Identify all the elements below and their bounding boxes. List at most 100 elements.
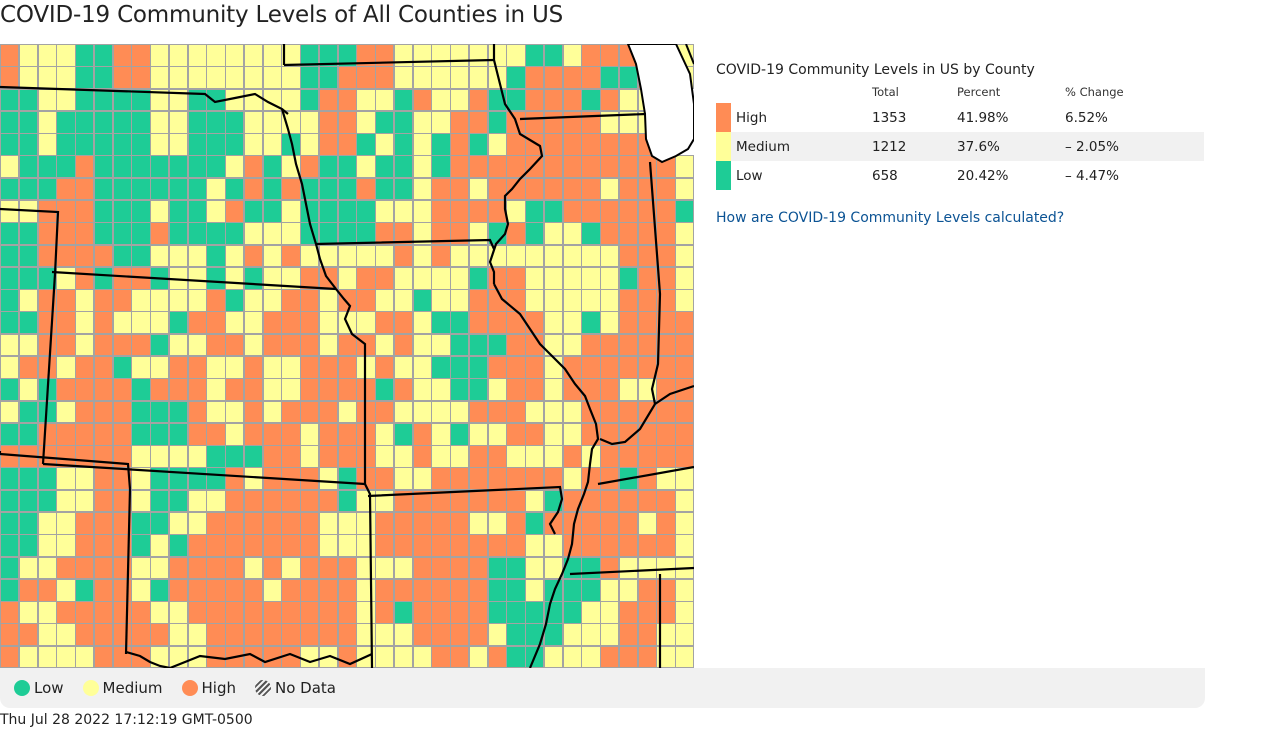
county-cell[interactable] [675,333,694,357]
county-cell[interactable] [131,177,151,201]
county-cell[interactable] [225,489,245,513]
county-cell[interactable] [37,578,57,602]
county-cell[interactable] [412,177,432,201]
county-cell[interactable] [187,333,207,357]
county-cell[interactable] [600,177,620,201]
county-cell[interactable] [300,645,320,668]
county-cell[interactable] [581,645,601,668]
county-cell[interactable] [468,110,489,134]
county-cell[interactable] [243,177,264,201]
county-cell[interactable] [450,177,470,201]
county-cell[interactable] [675,645,694,668]
county-cell[interactable] [600,578,620,602]
county-cell[interactable] [243,110,264,134]
county-cell[interactable] [131,333,151,357]
county-cell[interactable] [93,333,114,357]
county-cell[interactable] [0,333,20,357]
county-cell[interactable] [525,110,545,134]
county-cell[interactable] [300,578,320,602]
county-cell[interactable] [375,422,395,446]
county-cell[interactable] [412,266,432,290]
county-cell[interactable] [56,422,76,446]
county-cell[interactable] [450,266,470,290]
county-cell[interactable] [187,177,207,201]
county-cell[interactable] [487,333,507,357]
county-cell[interactable] [318,578,339,602]
county-cell[interactable] [206,578,226,602]
county-cell[interactable] [431,578,451,602]
county-cell[interactable] [318,177,339,201]
county-cell[interactable] [281,422,301,446]
county-cell[interactable] [56,489,76,513]
county-cell[interactable] [543,177,564,201]
county-cell[interactable] [150,422,170,446]
county-cell[interactable] [450,645,470,668]
county-cell[interactable] [375,578,395,602]
county-cell[interactable] [300,489,320,513]
county-cell[interactable] [262,422,282,446]
county-cell[interactable] [393,110,414,134]
county-cell[interactable] [93,177,114,201]
county-cell[interactable] [450,578,470,602]
county-cell[interactable] [656,645,676,668]
county-cell[interactable] [300,333,320,357]
county-cell[interactable] [206,333,226,357]
county-cell[interactable] [225,333,245,357]
county-cell[interactable] [356,177,376,201]
county-cell[interactable] [450,110,470,134]
county-cell[interactable] [56,333,76,357]
county-cell[interactable] [168,489,189,513]
county-cell[interactable] [37,110,57,134]
county-cell[interactable] [112,422,132,446]
county-cell[interactable] [75,645,95,668]
county-cell[interactable] [112,266,132,290]
county-cell[interactable] [150,333,170,357]
county-cell[interactable] [375,333,395,357]
county-cell[interactable] [243,489,264,513]
county-cell[interactable] [506,645,526,668]
county-cell[interactable] [262,489,282,513]
county-cell[interactable] [412,645,432,668]
county-cell[interactable] [581,333,601,357]
legend-item-low[interactable]: Low [14,679,64,697]
county-cell[interactable] [262,110,282,134]
county-cell[interactable] [393,333,414,357]
county-cell[interactable] [412,333,432,357]
county-cell[interactable] [618,333,639,357]
county-cell[interactable] [600,489,620,513]
county-cell[interactable] [225,578,245,602]
county-cell[interactable] [112,333,132,357]
county-cell[interactable] [618,645,639,668]
county-cell[interactable] [525,489,545,513]
county-cell[interactable] [581,578,601,602]
county-cell[interactable] [225,422,245,446]
county-cell[interactable] [112,177,132,201]
county-cell[interactable] [675,266,694,290]
county-cell[interactable] [431,333,451,357]
county-cell[interactable] [75,177,95,201]
county-cell[interactable] [187,110,207,134]
county-cell[interactable] [618,110,639,134]
county-cell[interactable] [506,333,526,357]
county-cell[interactable] [487,645,507,668]
county-cell[interactable] [637,645,657,668]
county-cell[interactable] [262,177,282,201]
county-cell[interactable] [431,177,451,201]
county-cell[interactable] [450,422,470,446]
county-cell[interactable] [487,110,507,134]
county-cell[interactable] [187,422,207,446]
county-cell[interactable] [337,110,357,134]
county-cell[interactable] [168,333,189,357]
county-cell[interactable] [393,422,414,446]
county-cell[interactable] [281,333,301,357]
county-cell[interactable] [543,333,564,357]
county-cell[interactable] [487,177,507,201]
county-cell[interactable] [675,422,694,446]
county-cell[interactable] [150,110,170,134]
county-cell[interactable] [656,578,676,602]
county-cell[interactable] [562,177,582,201]
county-cell[interactable] [618,266,639,290]
county-cell[interactable] [675,578,694,602]
county-cell[interactable] [300,422,320,446]
county-cell[interactable] [375,266,395,290]
